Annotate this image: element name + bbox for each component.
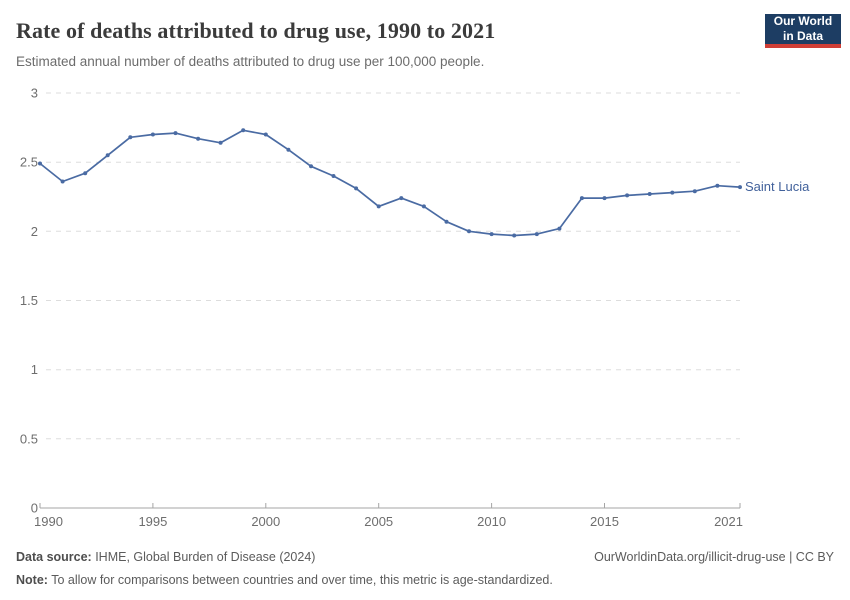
data-point[interactable] bbox=[602, 196, 607, 201]
note-text: To allow for comparisons between countri… bbox=[47, 572, 553, 587]
data-point[interactable] bbox=[715, 183, 720, 188]
owid-logo-line1: Our World bbox=[773, 14, 833, 28]
data-point[interactable] bbox=[38, 161, 42, 166]
data-point[interactable] bbox=[218, 140, 223, 145]
data-point[interactable] bbox=[670, 190, 675, 195]
data-point[interactable] bbox=[128, 135, 133, 140]
data-point[interactable] bbox=[376, 204, 381, 209]
data-point[interactable] bbox=[399, 196, 404, 201]
x-tick-label: 2015 bbox=[590, 514, 619, 529]
chart-footer: Data source: IHME, Global Burden of Dise… bbox=[16, 546, 834, 591]
data-point[interactable] bbox=[309, 164, 313, 169]
owid-logo-line2: in Data bbox=[782, 29, 823, 43]
x-tick-label: 1995 bbox=[138, 514, 167, 529]
data-point[interactable] bbox=[557, 226, 562, 231]
y-tick-label: 3 bbox=[31, 86, 38, 101]
data-point[interactable] bbox=[263, 132, 268, 137]
note-label: Note: bbox=[16, 572, 48, 587]
x-tick-label: 2021 bbox=[714, 514, 743, 529]
data-point[interactable] bbox=[60, 179, 65, 184]
y-tick-label: 1 bbox=[31, 362, 38, 377]
data-point[interactable] bbox=[489, 232, 494, 237]
data-point[interactable] bbox=[444, 219, 449, 224]
data-point[interactable] bbox=[625, 193, 630, 198]
note-line: Note: To allow for comparisons between c… bbox=[16, 573, 553, 587]
data-point[interactable] bbox=[738, 185, 742, 190]
data-source-text: IHME, Global Burden of Disease (2024) bbox=[91, 550, 316, 564]
data-point[interactable] bbox=[105, 153, 110, 158]
y-tick-label: 1.5 bbox=[20, 293, 38, 308]
owid-logo[interactable]: Our World in Data bbox=[765, 14, 841, 48]
data-point[interactable] bbox=[150, 132, 155, 137]
data-point[interactable] bbox=[83, 171, 88, 176]
data-point[interactable] bbox=[196, 136, 201, 141]
data-point[interactable] bbox=[173, 131, 178, 136]
y-tick-label: 2.5 bbox=[20, 155, 38, 170]
x-tick-label: 2010 bbox=[477, 514, 506, 529]
page-subtitle: Estimated annual number of deaths attrib… bbox=[16, 54, 485, 69]
y-tick-label: 0.5 bbox=[20, 431, 38, 446]
data-point[interactable] bbox=[467, 229, 471, 234]
data-point[interactable] bbox=[286, 147, 291, 152]
series-entity-label[interactable]: Saint Lucia bbox=[745, 179, 810, 194]
x-tick-label: 2000 bbox=[251, 514, 280, 529]
data-point[interactable] bbox=[331, 174, 336, 178]
y-tick-label: 0 bbox=[31, 501, 38, 516]
data-source-line: Data source: IHME, Global Burden of Dise… bbox=[16, 546, 315, 569]
data-point[interactable] bbox=[512, 233, 517, 238]
data-point[interactable] bbox=[692, 189, 697, 194]
y-tick-label: 2 bbox=[31, 224, 38, 239]
x-tick-label: 2005 bbox=[364, 514, 393, 529]
data-point[interactable] bbox=[354, 186, 359, 191]
data-point[interactable] bbox=[241, 128, 246, 133]
data-point[interactable] bbox=[421, 204, 426, 209]
series-line[interactable] bbox=[39, 129, 741, 237]
owid-cc-link[interactable]: OurWorldinData.org/illicit-drug-use | CC… bbox=[594, 550, 834, 564]
page-title: Rate of deaths attributed to drug use, 1… bbox=[16, 18, 496, 43]
data-source-label: Data source: bbox=[16, 550, 92, 564]
x-tick-label: 1990 bbox=[34, 514, 63, 529]
data-point[interactable] bbox=[534, 232, 539, 237]
data-point[interactable] bbox=[647, 192, 652, 196]
data-point[interactable] bbox=[579, 196, 584, 201]
